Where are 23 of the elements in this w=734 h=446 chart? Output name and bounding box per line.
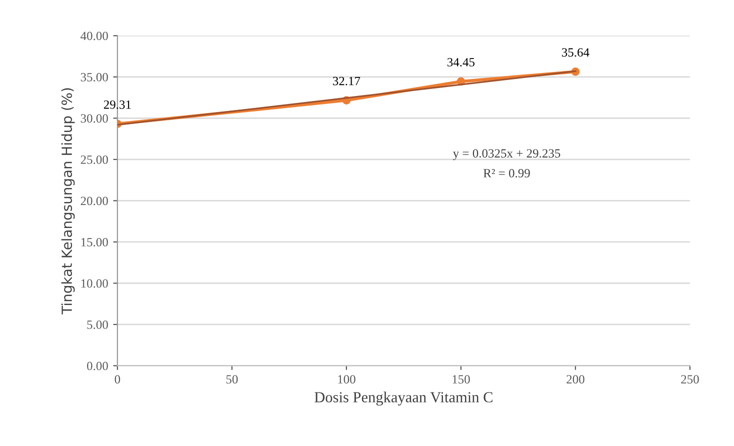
annotation: y = 0.0325x + 29.235: [452, 149, 560, 160]
data-label: 29.31: [104, 100, 131, 109]
x-tick-label: 150: [452, 375, 470, 384]
y-tick-label: 25.00: [80, 155, 108, 164]
x-tick-label: 200: [566, 375, 584, 384]
y-axis-title: Tingkat Kelangsungan Hidup (%): [61, 88, 75, 314]
x-tick-label: 100: [338, 375, 356, 384]
y-tick-label: 15.00: [81, 238, 108, 246]
y-tick-label: 5.00: [87, 320, 108, 329]
x-tick-label: 250: [681, 375, 699, 384]
y-tick-label: 35.00: [80, 72, 108, 82]
data-label: 35.64: [562, 48, 590, 57]
annotation: R² = 0.99: [483, 168, 530, 178]
data-label: 34.45: [447, 58, 475, 66]
x-axis-title: Dosis Pengkayaan Vitamin C: [314, 392, 492, 406]
y-tick-label: 20.00: [80, 196, 108, 206]
data-label: 32.17: [332, 76, 360, 86]
x-tick-label: 0: [114, 375, 120, 384]
y-tick-label: 30.00: [80, 114, 108, 123]
y-tick-label: 40.00: [80, 32, 108, 40]
y-tick-label: 0.00: [87, 362, 108, 370]
x-tick-label: 50: [226, 375, 238, 384]
y-tick-label: 10.00: [81, 279, 108, 288]
